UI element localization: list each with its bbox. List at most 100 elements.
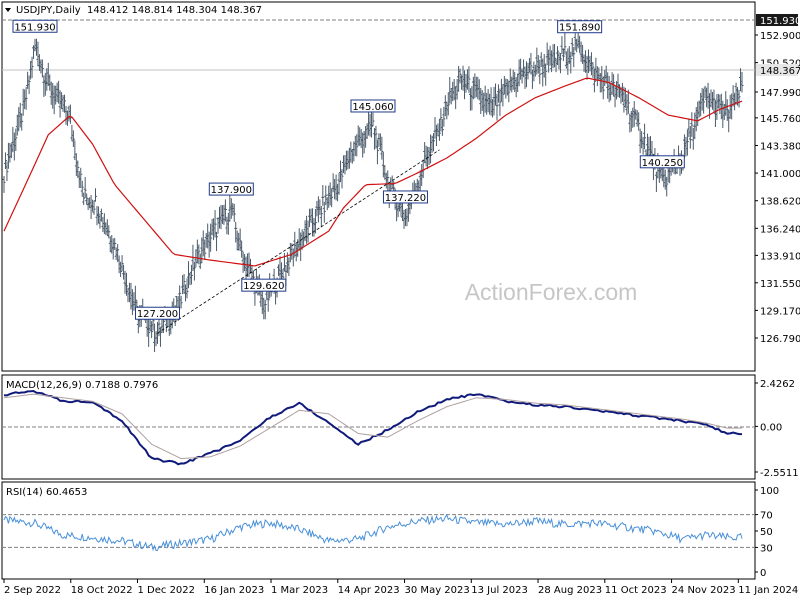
macd-y-tick: 2.4262 (755, 379, 795, 390)
x-tick: 24 Nov 2023 (671, 579, 736, 596)
price-label-box: 148.367 (756, 64, 800, 77)
price-bar (561, 48, 565, 62)
ohlc-header: 148.412 148.814 148.304 148.367 (87, 5, 262, 16)
price-bar (313, 208, 317, 234)
price-bars (2, 29, 744, 353)
macd-y-tick: 0.00 (755, 422, 782, 433)
price-title-group: USDJPY,Daily 148.412 148.814 148.304 148… (5, 5, 262, 16)
macd-lines (3, 389, 743, 466)
price-bar (529, 52, 533, 75)
price-bar (685, 129, 689, 156)
macd-title: MACD(12,26,9) 0.7188 0.7976 (6, 380, 158, 391)
x-tick: 14 Apr 2023 (337, 579, 400, 596)
price-bar (558, 52, 562, 74)
price-bar (120, 255, 124, 272)
x-tick: 16 Jan 2023 (203, 579, 264, 596)
price-bar (569, 51, 573, 74)
price-bar (79, 167, 83, 189)
price-bar (82, 192, 86, 206)
annotation-text: 145.060 (352, 102, 393, 113)
price-bar (432, 133, 436, 152)
price-bar (501, 84, 505, 107)
macd-y-tick-label: 2.4262 (760, 379, 795, 390)
price-bar (263, 299, 267, 320)
price-bar (601, 76, 605, 100)
price-bar (209, 223, 213, 252)
y-tick: 147.990 (755, 88, 800, 99)
price-bar (94, 188, 98, 202)
price-label-text: 148.367 (760, 66, 800, 77)
x-tick: 13 Jul 2023 (470, 579, 528, 596)
y-tick: 145.760 (755, 114, 800, 125)
x-tick-label: 2 Sep 2022 (4, 585, 61, 596)
annotation-label: 140.250 (639, 155, 685, 169)
watermark: ActionForex.com (465, 279, 638, 305)
price-bar (238, 228, 242, 251)
y-tick-label: 126.790 (760, 334, 800, 345)
price-bar (203, 239, 207, 260)
price-axis-price-labels: 151.930 148.367 (756, 14, 800, 77)
price-bar (725, 99, 729, 121)
price-bar (446, 92, 450, 116)
price-bar (690, 112, 694, 137)
price-bar (68, 104, 72, 124)
macd-y-tick: -2.5511 (755, 468, 799, 479)
price-bar (119, 261, 123, 278)
y-tick-label: 152.900 (760, 31, 800, 42)
price-bar (498, 88, 502, 116)
rsi-y-tick: 70 (755, 511, 773, 522)
price-bar (71, 130, 75, 147)
rsi-y-tick-label: 100 (760, 486, 779, 497)
price-bar (113, 237, 117, 251)
dropdown-triangle-icon[interactable] (5, 8, 11, 12)
price-bar (442, 106, 446, 127)
price-bar (665, 176, 669, 197)
annotation-label: 145.060 (350, 99, 396, 113)
price-bar (737, 89, 741, 108)
annotation-text: 140.250 (642, 158, 683, 169)
macd-line (3, 389, 743, 466)
y-tick-label: 147.990 (760, 88, 800, 99)
price-bar (147, 318, 151, 347)
price-bar (240, 241, 244, 258)
price-bar (544, 63, 548, 86)
x-tick-label: 14 Apr 2023 (338, 585, 400, 596)
price-bar (3, 152, 7, 170)
price-bar (133, 285, 137, 311)
price-bar (192, 261, 196, 281)
rsi-levels (2, 514, 755, 548)
x-tick: 28 Aug 2023 (537, 579, 602, 596)
y-tick: 129.170 (755, 306, 800, 317)
price-bar (322, 201, 326, 223)
y-tick-label: 141.000 (760, 169, 800, 180)
rsi-y-tick-label: 50 (760, 527, 773, 538)
price-bar (83, 176, 87, 198)
price-bar (40, 59, 44, 78)
price-bar (563, 31, 567, 55)
price-bar (340, 169, 344, 189)
price-bar (637, 112, 641, 131)
x-tick-label: 1 Mar 2023 (271, 585, 328, 596)
price-bar (371, 112, 375, 127)
price-bar (232, 203, 236, 222)
y-tick-label: 133.910 (760, 251, 800, 262)
y-tick: 143.380 (755, 141, 800, 152)
price-bar (319, 206, 323, 228)
price-bar (591, 62, 595, 78)
y-tick: 133.910 (755, 251, 800, 262)
price-bar (189, 264, 193, 285)
x-tick-label: 24 Nov 2023 (672, 585, 736, 596)
price-bar (306, 220, 310, 243)
x-tick-label: 1 Dec 2022 (138, 585, 196, 596)
price-bar (374, 125, 378, 149)
x-tick: 1 Mar 2023 (270, 579, 328, 596)
price-bar (27, 75, 31, 95)
price-bar (185, 278, 189, 299)
price-bar (157, 318, 161, 337)
price-bar (63, 94, 67, 113)
price-bar (234, 221, 238, 243)
annotation-label: 129.620 (241, 278, 287, 292)
rsi-y-tick-label: 30 (760, 543, 773, 554)
price-bar (495, 93, 499, 121)
